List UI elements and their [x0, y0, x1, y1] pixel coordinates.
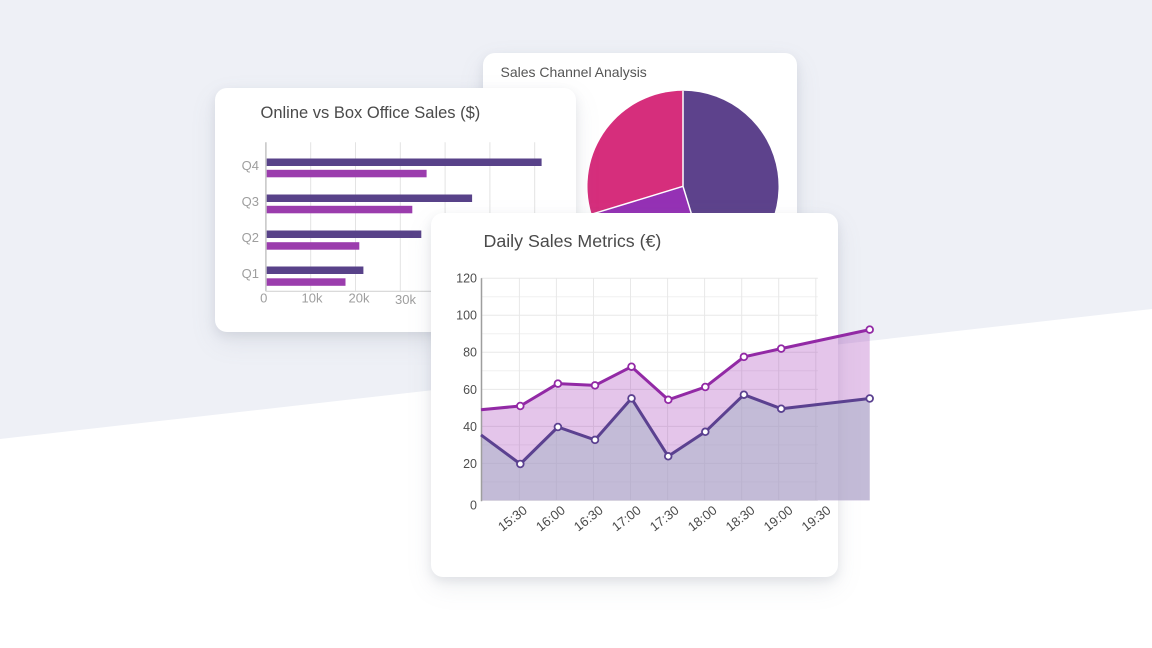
- svg-text:40: 40: [463, 420, 477, 434]
- svg-text:18:30: 18:30: [723, 502, 758, 534]
- svg-text:80: 80: [463, 346, 477, 360]
- svg-text:19:30: 19:30: [799, 502, 834, 534]
- svg-text:Q2: Q2: [241, 230, 258, 245]
- svg-text:15:30: 15:30: [495, 502, 530, 534]
- svg-text:17:30: 17:30: [647, 502, 682, 534]
- svg-text:19:00: 19:00: [761, 502, 796, 534]
- svg-text:0: 0: [470, 498, 477, 512]
- svg-text:30k: 30k: [395, 292, 416, 307]
- svg-text:20k: 20k: [348, 291, 369, 306]
- svg-text:120: 120: [456, 272, 477, 286]
- svg-text:60: 60: [463, 383, 477, 397]
- svg-text:20: 20: [463, 457, 477, 471]
- svg-text:16:30: 16:30: [571, 502, 606, 534]
- svg-text:Q4: Q4: [241, 158, 258, 173]
- svg-text:10k: 10k: [301, 291, 322, 306]
- svg-text:0: 0: [260, 291, 267, 306]
- svg-text:Q3: Q3: [241, 194, 258, 209]
- svg-text:16:00: 16:00: [533, 502, 568, 534]
- svg-text:17:00: 17:00: [609, 502, 644, 534]
- svg-text:100: 100: [456, 309, 477, 323]
- svg-text:18:00: 18:00: [685, 502, 720, 534]
- svg-text:Q1: Q1: [241, 266, 258, 281]
